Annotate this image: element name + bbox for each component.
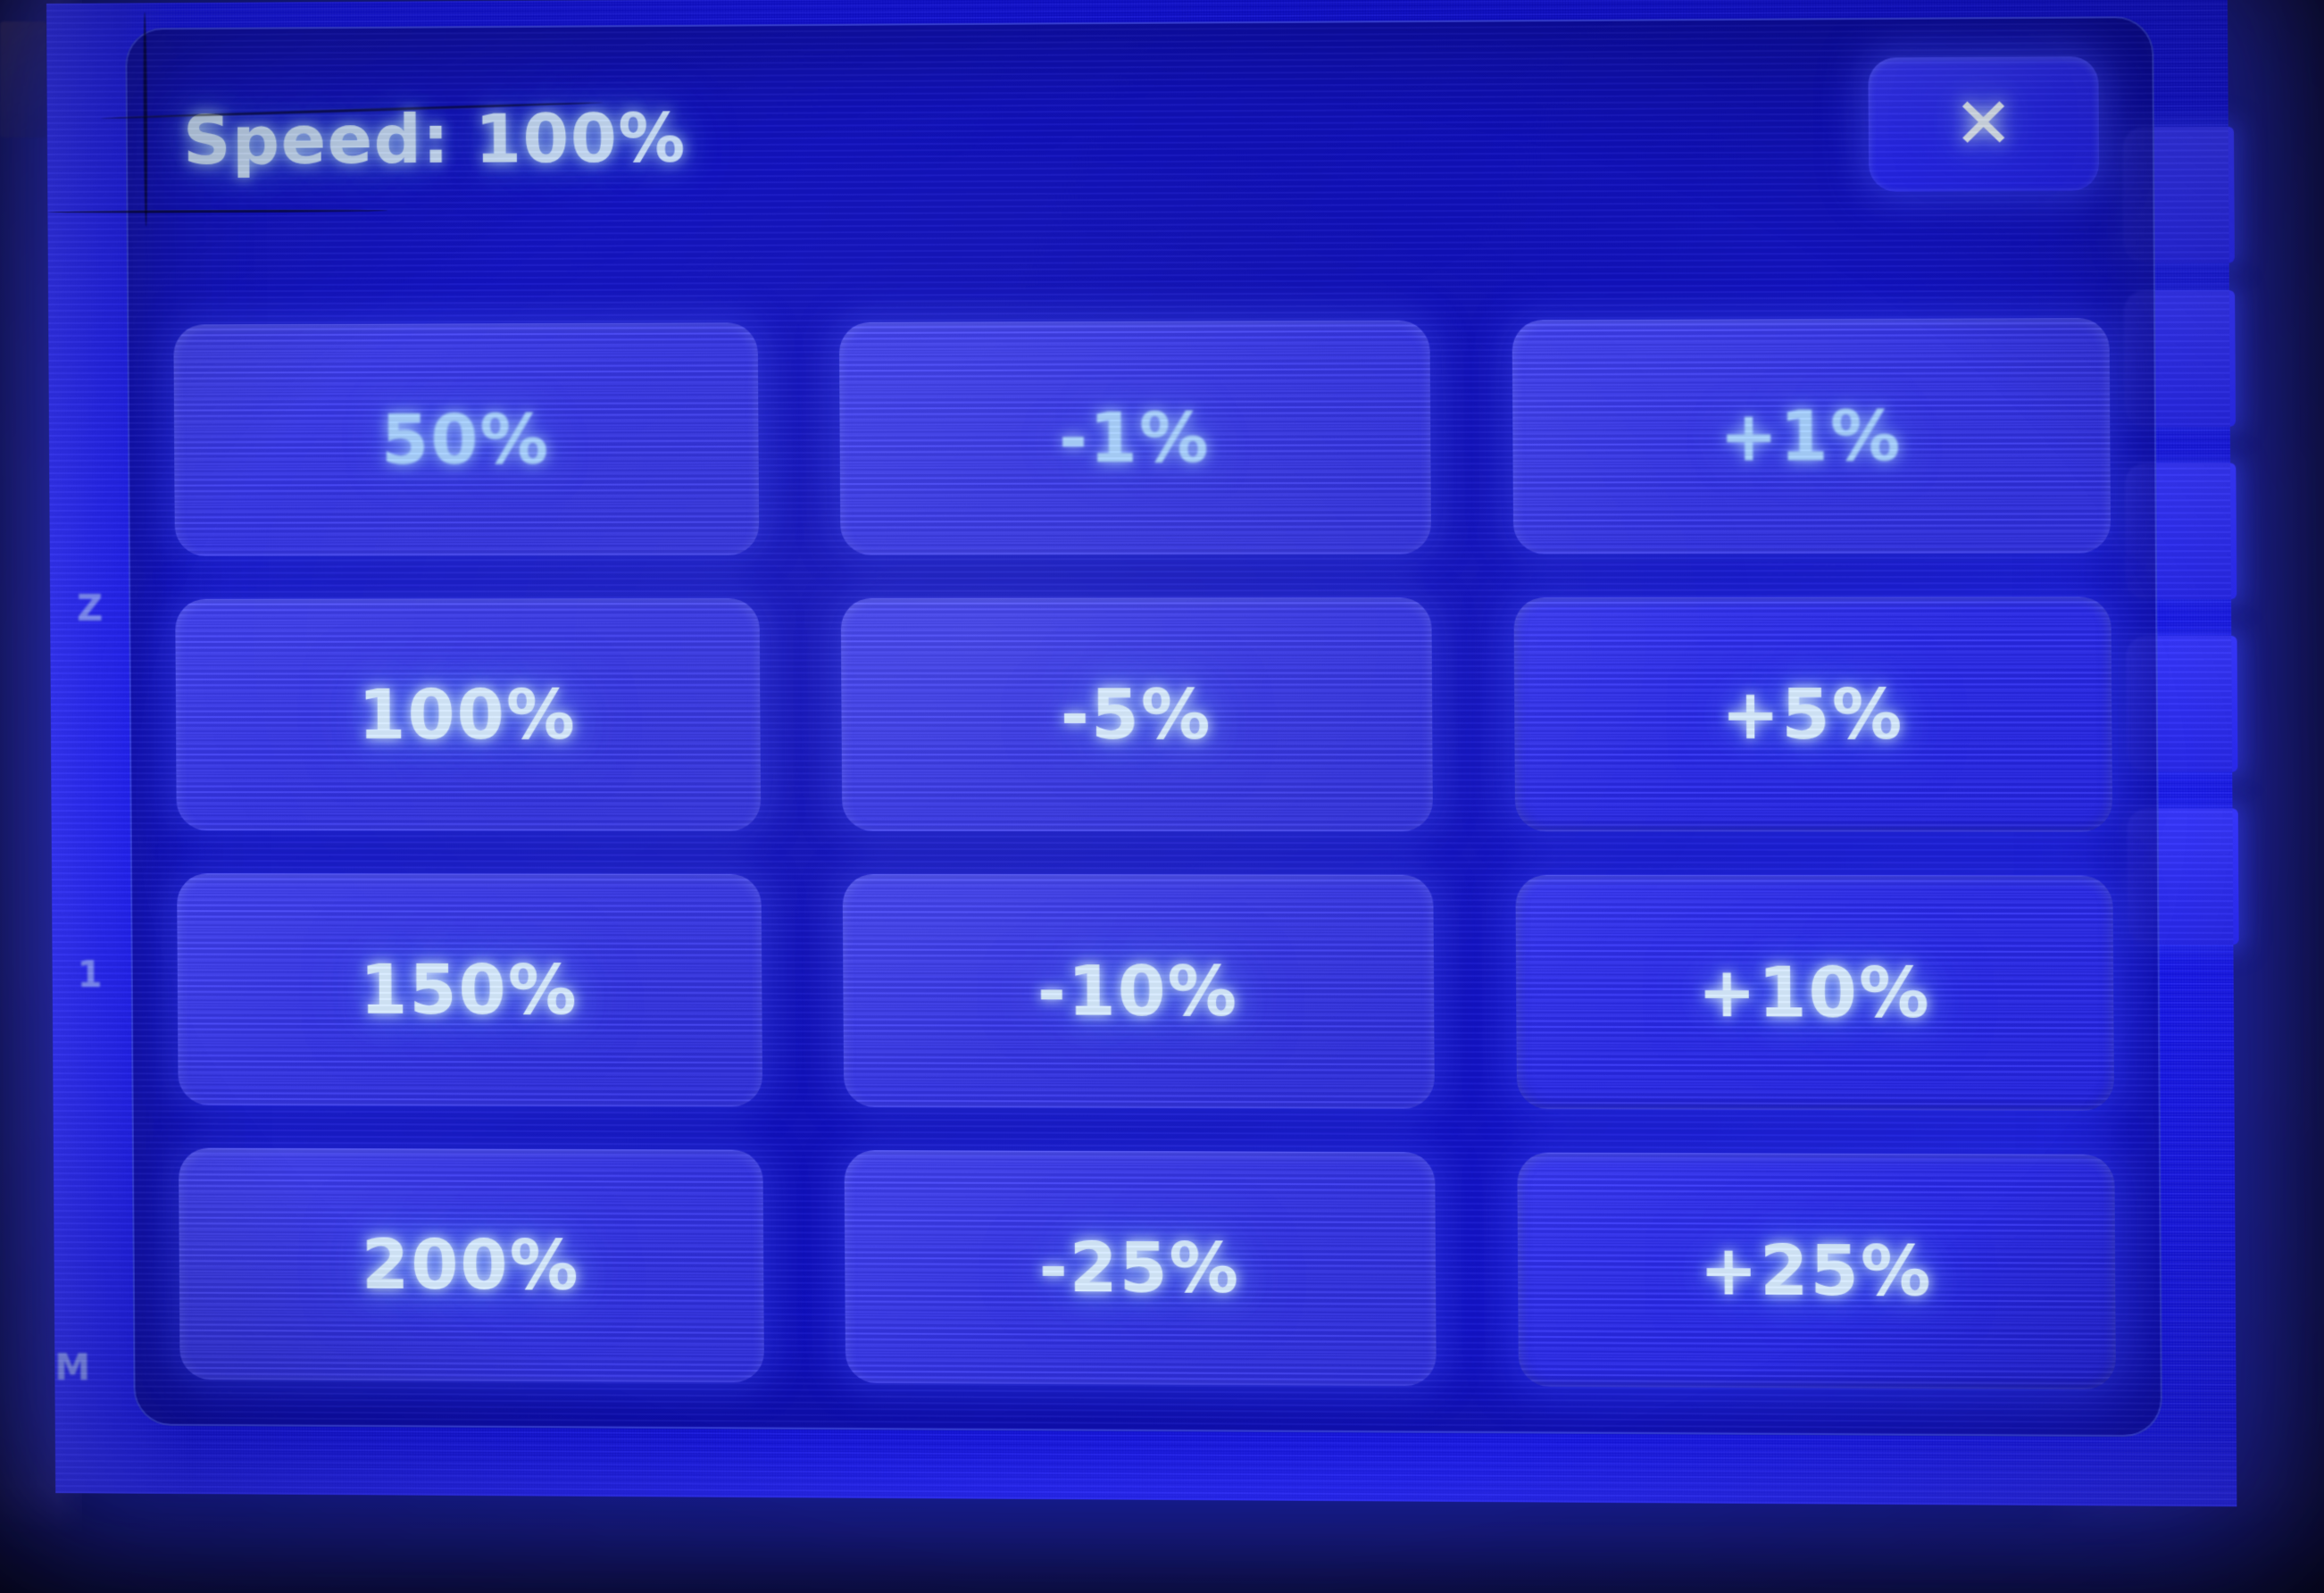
background-label-m: M xyxy=(54,1347,92,1389)
speed-delta-minus-5[interactable]: -5% xyxy=(840,597,1433,832)
speed-delta-minus-1[interactable]: -1% xyxy=(838,320,1432,555)
button-label: -5% xyxy=(1060,674,1212,755)
button-label: +10% xyxy=(1697,952,1931,1034)
background-label-1: 1 xyxy=(77,955,104,997)
button-label: 100% xyxy=(358,674,578,755)
button-label: -10% xyxy=(1037,950,1239,1032)
speed-delta-plus-1[interactable]: +1% xyxy=(1512,318,2112,555)
lcd-screen: Z 1 M Speed: 100% ✕ 50% -1% xyxy=(46,0,2239,1507)
button-label: +5% xyxy=(1720,673,1904,755)
speed-dialog: Speed: 100% ✕ 50% -1% +1% 100% xyxy=(125,16,2163,1438)
button-label: +25% xyxy=(1699,1230,1933,1312)
speed-delta-plus-10[interactable]: +10% xyxy=(1515,874,2115,1111)
speed-button-grid: 50% -1% +1% 100% -5% +5% xyxy=(173,318,2116,1390)
speed-preset-50[interactable]: 50% xyxy=(173,322,760,556)
speed-delta-minus-10[interactable]: -10% xyxy=(842,873,1435,1109)
button-label: -1% xyxy=(1058,397,1211,479)
speed-delta-plus-5[interactable]: +5% xyxy=(1513,596,2113,832)
bezel-corner-detail xyxy=(0,21,46,138)
button-label: 200% xyxy=(361,1224,580,1305)
speed-preset-100[interactable]: 100% xyxy=(175,598,762,831)
button-label: -25% xyxy=(1038,1227,1241,1309)
button-label: 150% xyxy=(359,949,579,1030)
speed-delta-plus-25[interactable]: +25% xyxy=(1517,1152,2116,1390)
speed-preset-150[interactable]: 150% xyxy=(177,873,763,1107)
speed-preset-200[interactable]: 200% xyxy=(178,1147,764,1383)
close-icon: ✕ xyxy=(1953,83,2014,165)
background-label-z: Z xyxy=(77,588,104,630)
close-button[interactable]: ✕ xyxy=(1868,56,2100,192)
button-label: 50% xyxy=(380,399,551,480)
speed-delta-minus-25[interactable]: -25% xyxy=(844,1150,1437,1387)
button-label: +1% xyxy=(1719,396,1903,477)
